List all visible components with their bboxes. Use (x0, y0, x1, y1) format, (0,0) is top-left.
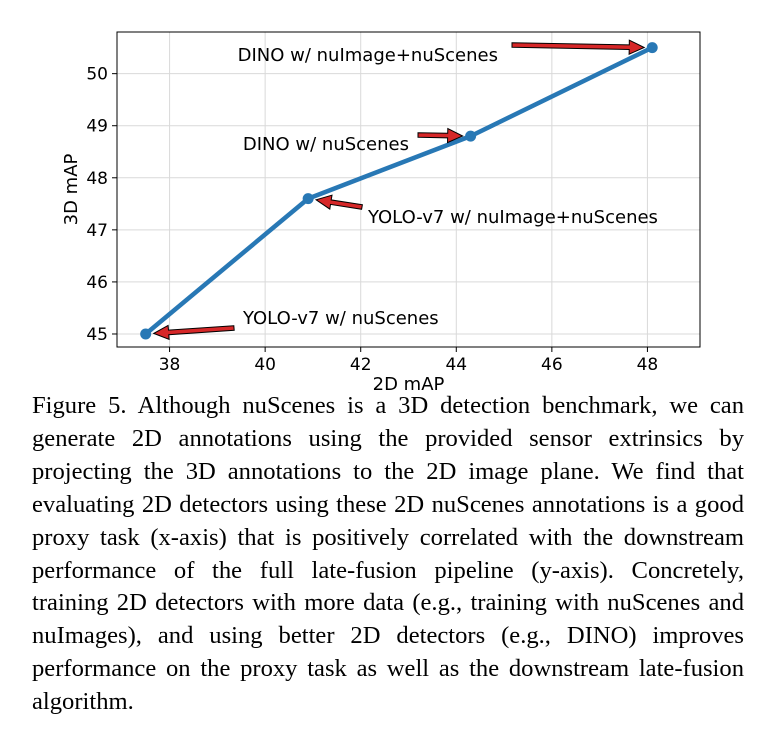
x-tick-label: 48 (637, 355, 659, 375)
x-tick-label: 44 (445, 355, 467, 375)
annotations: YOLO-v7 w/ nuScenes YOLO-v7 w/ nuImage+nu… (152, 39, 658, 341)
data-point (646, 42, 658, 54)
data-point (465, 130, 477, 142)
annotation-arrow (511, 39, 646, 55)
series-line (143, 45, 655, 337)
data-point (140, 328, 152, 340)
x-tick-label: 40 (254, 355, 276, 375)
series-line-group (140, 42, 658, 340)
y-tick-label: 48 (86, 169, 108, 189)
annotation-label: YOLO-v7 w/ nuImage+nuScenes (367, 207, 658, 228)
annotation-arrow (417, 127, 464, 144)
annotation-label: DINO w/ nuImage+nuScenes (238, 45, 498, 66)
annotation-arrow (314, 194, 363, 210)
annotation-label: YOLO-v7 w/ nuScenes (242, 308, 439, 329)
data-point (302, 193, 314, 205)
caption-text: Although nuScenes is a 3D detection benc… (32, 392, 744, 716)
y-tick-label: 45 (86, 325, 108, 345)
axis-ticks: 38 40 42 44 46 48 45 46 47 48 49 50 (86, 65, 658, 375)
plot-frame (116, 31, 701, 348)
grid-lines (117, 32, 700, 347)
y-tick-label: 46 (86, 273, 108, 293)
figure-caption: Figure 5. Although nuScenes is a 3D detec… (32, 390, 744, 719)
annotation-arrow (152, 324, 235, 341)
x-tick-label: 46 (541, 355, 563, 375)
y-tick-label: 47 (86, 221, 108, 241)
chart: 38 40 42 44 46 48 45 46 47 48 49 50 YOLO-v7 w/ nuSc… (61, 31, 701, 390)
y-tick-label: 49 (86, 117, 108, 137)
caption-label: Figure 5. (32, 392, 127, 419)
x-tick-label: 38 (159, 355, 181, 375)
annotation-label: DINO w/ nuScenes (243, 134, 409, 155)
y-axis-title: 3D mAP (61, 153, 82, 225)
x-axis-title: 2D mAP (373, 374, 445, 390)
x-tick-label: 42 (350, 355, 372, 375)
y-tick-label: 50 (86, 65, 108, 85)
